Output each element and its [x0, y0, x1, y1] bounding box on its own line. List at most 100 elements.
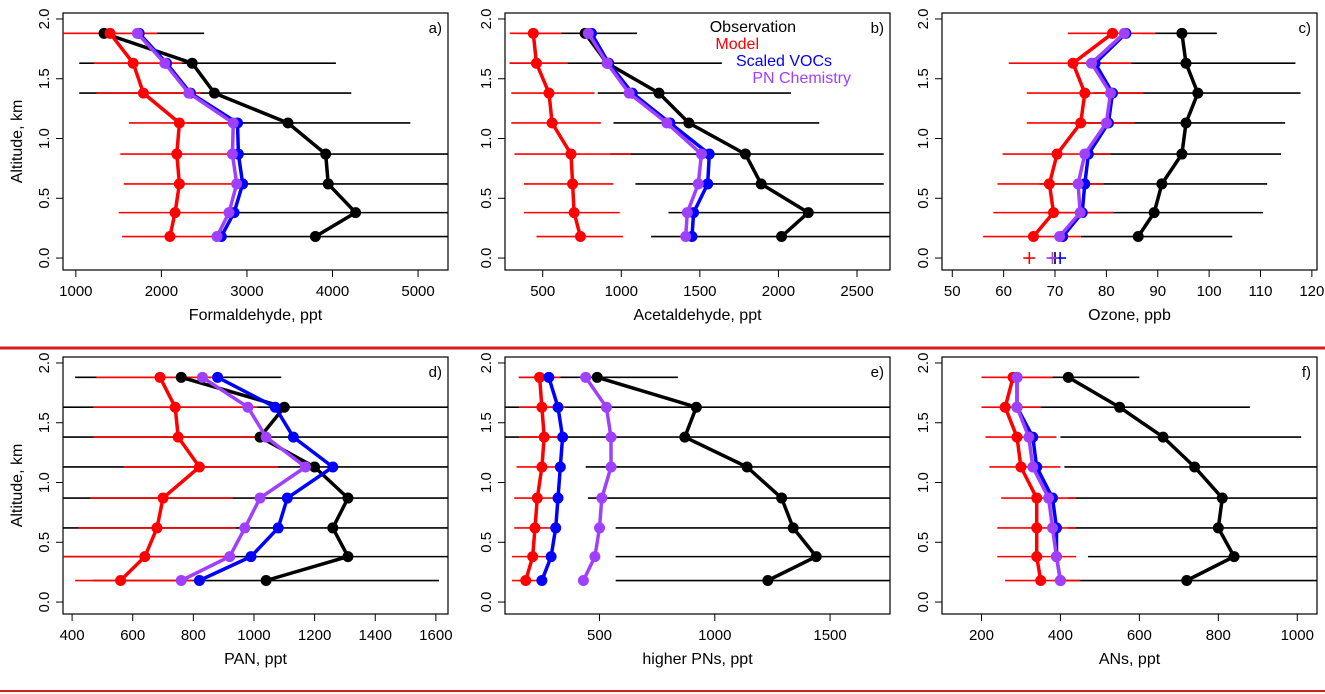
- panel-e-frame: [504, 356, 891, 615]
- panel-f-xtick-label: 400: [1048, 627, 1073, 644]
- panel-c-pn-chemistry-point: [1072, 178, 1084, 190]
- panel-c-ytick-label: 0.5: [915, 188, 932, 209]
- panel-c-xtick-label: 100: [1197, 283, 1222, 300]
- panel-a-frame: [62, 12, 449, 271]
- panel-d-pn-chemistry-point: [260, 431, 272, 443]
- panel-d-scaled-vocs-point: [245, 551, 257, 563]
- panel-a-ytick-label: 2.0: [36, 9, 53, 30]
- panel-e-model-point: [536, 461, 548, 473]
- panel-a-ytick-label: 1.5: [36, 68, 53, 89]
- panel-c-pn-chemistry-point: [1118, 27, 1130, 39]
- panel-a-pn-chemistry-point: [159, 57, 171, 69]
- panel-e-pn-chemistry-point: [605, 431, 617, 443]
- panel-f-model-point: [1031, 551, 1043, 563]
- panel-e-scaled-vocs-point: [554, 461, 566, 473]
- panel-f-pn-chemistry-point: [1023, 431, 1035, 443]
- panel-a-model-point: [173, 117, 185, 129]
- panel-b-observation-point: [739, 148, 751, 160]
- panel-f-pn-chemistry-point: [1050, 551, 1062, 563]
- panel-c-ytick-label: 0.0: [915, 248, 932, 269]
- panel-c-observation-point: [1132, 231, 1144, 243]
- panel-e-observation-point: [762, 575, 774, 587]
- panel-d-observation-point: [327, 522, 339, 534]
- panel-d-xtick-label: 800: [181, 627, 206, 644]
- panel-b-observation-point: [776, 231, 788, 243]
- panel-c-xtick-label: 120: [1299, 283, 1324, 300]
- panel-e-model-point: [534, 371, 546, 383]
- panel-d-plot-area: [63, 371, 448, 587]
- panel-b-model-point: [574, 231, 586, 243]
- panel-a-observation-point: [350, 207, 362, 219]
- panel-a-observation-point: [282, 117, 294, 129]
- panel-e-observation-point: [591, 371, 603, 383]
- panel-b-pn-chemistry-point: [582, 27, 594, 39]
- panel-a-ylabel: Altitude, km: [9, 100, 26, 184]
- panel-c-model-point: [1043, 178, 1055, 190]
- panel-b-plot-area: [509, 27, 890, 243]
- panel-c-model-point: [1075, 117, 1087, 129]
- panel-d-scaled-vocs-point: [193, 575, 205, 587]
- panel-f-ytick-label: 2.0: [915, 353, 932, 374]
- panel-f-ytick-label: 0.5: [915, 532, 932, 553]
- panel-a-model-point: [127, 57, 139, 69]
- panel-a-ytick-label: 0.0: [36, 248, 53, 269]
- panel-e-ytick-label: 0.0: [478, 592, 495, 613]
- panel-c-frame: [941, 12, 1318, 271]
- panel-a-xtick-label: 1000: [59, 283, 92, 300]
- panel-a-pn-chemistry-point: [223, 207, 235, 219]
- panel-f-xlabel: ANs, ppt: [1099, 651, 1161, 668]
- panel-b-ytick-label: 0.0: [478, 248, 495, 269]
- panel-d-model-point: [169, 401, 181, 413]
- panel-a-ytick-label: 1.0: [36, 128, 53, 149]
- panel-d-scaled-vocs-point: [272, 522, 284, 534]
- legend-entry-scaled-vocs: Scaled VOCs: [736, 53, 832, 70]
- panel-c-observation-point: [1192, 87, 1204, 99]
- panel-e-ytick-label: 1.5: [478, 412, 495, 433]
- legend-entry-pn-chemistry: PN Chemistry: [752, 70, 851, 87]
- panel-b-observation-point: [683, 117, 695, 129]
- panel-e-ytick-label: 0.5: [478, 532, 495, 553]
- panel-e-scaled-vocs-point: [543, 371, 555, 383]
- panel-d-xtick-label: 1400: [359, 627, 392, 644]
- panel-e-pn-chemistry-point: [594, 522, 606, 534]
- panel-c-pn-chemistry-point: [1104, 87, 1116, 99]
- panel-f-model-point: [1031, 492, 1043, 504]
- panel-b-observation-point: [802, 207, 814, 219]
- panel-b-observation-line: [583, 32, 811, 238]
- panel-d-pn-chemistry-point: [196, 371, 208, 383]
- panel-e-observation-point: [787, 522, 799, 534]
- panel-c-xtick-label: 50: [944, 283, 961, 300]
- panel-b-model-point: [543, 87, 555, 99]
- panel-d-pn-chemistry-point: [224, 551, 236, 563]
- panel-c-xtick-label: 70: [1047, 283, 1064, 300]
- panel-c-xtick-label: 90: [1149, 283, 1166, 300]
- panel-d-ytick-label: 1.5: [36, 412, 53, 433]
- panel-f-model-point: [1031, 522, 1043, 534]
- panel-f-pn-chemistry-point: [1011, 371, 1023, 383]
- panel-e-scaled-vocs-point: [550, 522, 562, 534]
- panel-f-observation-point: [1181, 575, 1193, 587]
- panel-e-pn-chemistry-point: [596, 492, 608, 504]
- panel-e-model-point: [529, 522, 541, 534]
- panel-e-model-point: [531, 492, 543, 504]
- panel-b-label: b): [871, 20, 884, 37]
- panel-e-observation-point: [776, 492, 788, 504]
- panel-b-model-point: [546, 117, 558, 129]
- panel-a-observation-point: [186, 57, 198, 69]
- panel-f-pn-chemistry-point: [1011, 401, 1023, 413]
- panel-c-surface-marker-model: [1023, 252, 1036, 265]
- legend: Observation Model Scaled VOCs PN Chemist…: [710, 19, 851, 87]
- panel-e-pn-chemistry-point: [605, 461, 617, 473]
- panel-f-model-point: [1015, 461, 1027, 473]
- panel-d-scaled-vocs-point: [327, 461, 339, 473]
- panel-a-model-point: [137, 87, 149, 99]
- panel-f-observation-point: [1228, 551, 1240, 563]
- panel-e-plot-area: [505, 371, 890, 587]
- panel-a-xtick-label: 3000: [230, 283, 263, 300]
- panel-d: 400 600 800 1000 1200 1400 1600 0.0 0.5 1.0 1.5 2.0…: [9, 353, 453, 668]
- panel-e-observation-point: [741, 461, 753, 473]
- panel-d-xtick-label: 600: [120, 627, 145, 644]
- panel-e-model-point: [527, 551, 539, 563]
- panel-f-ytick-label: 1.5: [915, 412, 932, 433]
- panel-b-xtick-label: 1500: [683, 283, 716, 300]
